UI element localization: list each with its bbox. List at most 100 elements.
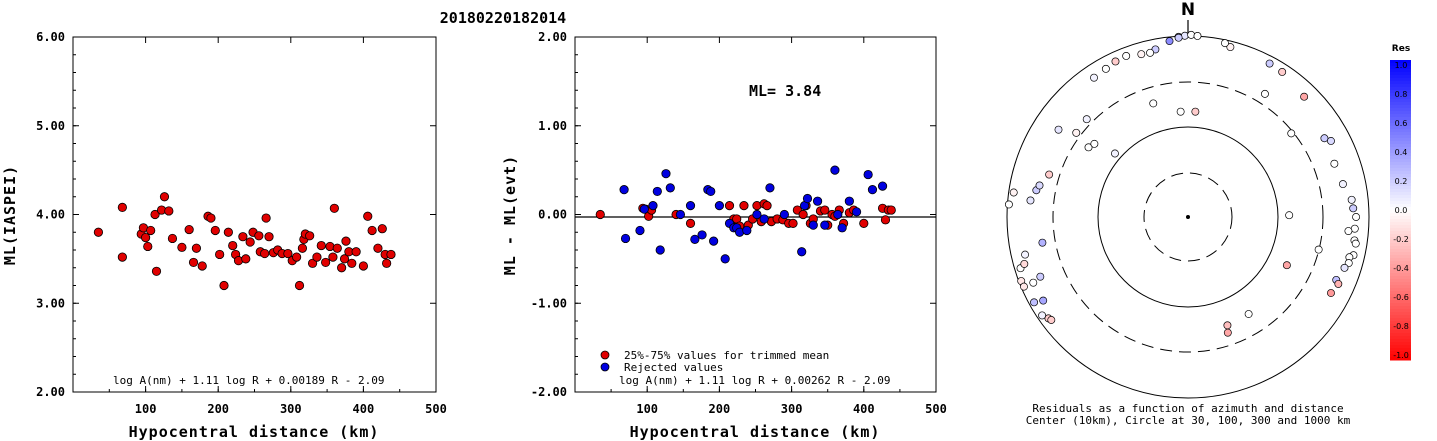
colorbar-cell xyxy=(1390,294,1411,298)
colorbar-cell xyxy=(1390,165,1411,169)
station-residual-point xyxy=(1090,139,1099,148)
colorbar-cell xyxy=(1390,201,1411,205)
mid-data-point xyxy=(798,209,808,220)
colorbar-cell xyxy=(1390,81,1411,85)
left-data-point xyxy=(241,254,251,264)
left-xtick-label: 200 xyxy=(207,402,229,416)
polar-caption-line2: Center (10km), Circle at 30, 100, 300 an… xyxy=(1026,414,1351,427)
station-residual-point xyxy=(1320,134,1329,143)
colorbar-cell xyxy=(1390,141,1411,145)
mid-data-points xyxy=(595,165,896,264)
colorbar-cell xyxy=(1390,321,1411,325)
colorbar-cell xyxy=(1390,357,1411,361)
mid-data-point xyxy=(844,196,854,206)
left-plot-frame xyxy=(72,36,437,393)
polar-caption-line1: Residuals as a function of azimuth and d… xyxy=(1032,402,1343,415)
station-residual-point xyxy=(1338,180,1347,189)
colorbar-cell xyxy=(1390,255,1411,259)
left-data-point xyxy=(377,224,387,234)
left-data-point xyxy=(297,243,308,253)
station-residual-point xyxy=(1340,263,1349,272)
colorbar-cell xyxy=(1390,258,1411,262)
colorbar-cell xyxy=(1390,153,1411,157)
mid-data-point xyxy=(714,201,725,211)
colorbar-cell xyxy=(1390,267,1411,271)
mid-data-point xyxy=(724,201,735,211)
mid-data-point xyxy=(675,209,686,220)
colorbar-cell xyxy=(1390,186,1411,190)
station-residual-point xyxy=(1122,52,1131,60)
mid-data-point xyxy=(652,186,662,197)
station-residual-point xyxy=(1287,129,1296,138)
ring-100km xyxy=(1097,126,1279,308)
station-residual-point xyxy=(1047,316,1056,324)
colorbar-cell xyxy=(1390,312,1411,316)
mid-data-point xyxy=(863,169,873,180)
colorbar-tick-label: 0.8 xyxy=(1395,90,1408,99)
mid-ytick-label: 1.00 xyxy=(538,119,567,133)
station-residual-point xyxy=(1349,204,1358,213)
colorbar-cell xyxy=(1390,168,1411,172)
colorbar-cell xyxy=(1390,129,1411,133)
colorbar-cell xyxy=(1390,105,1411,109)
station-residual-point xyxy=(1223,321,1232,330)
station-residual-point xyxy=(1176,107,1185,116)
colorbar-cell xyxy=(1390,60,1411,64)
mid-data-point xyxy=(833,209,843,220)
colorbar-cell xyxy=(1390,102,1411,106)
station-residual-point xyxy=(1038,238,1047,247)
colorbar-tick-label: 0.4 xyxy=(1395,148,1408,157)
left-ytick-label: 6.00 xyxy=(36,30,65,44)
station-residual-point xyxy=(1344,227,1353,235)
left-data-point xyxy=(337,263,347,273)
colorbar-cell xyxy=(1390,93,1411,97)
left-ytick-label: 3.00 xyxy=(36,296,65,310)
mid-data-point xyxy=(697,230,707,240)
colorbar-cell xyxy=(1390,111,1411,115)
colorbar-cell xyxy=(1390,171,1411,175)
colorbar-cell xyxy=(1390,135,1411,139)
station-residual-point xyxy=(1020,282,1028,291)
station-residual-point xyxy=(1084,143,1093,152)
mid-ytick-label: 0.00 xyxy=(538,208,567,222)
mid-data-point xyxy=(762,201,772,211)
mid-ytick-label: 2.00 xyxy=(538,30,567,44)
left-data-point xyxy=(312,252,322,262)
colorbar-tick-label: -0.4 xyxy=(1393,264,1409,273)
left-data-point xyxy=(332,243,342,253)
left-data-point xyxy=(351,247,361,257)
station-residual-point xyxy=(1039,296,1048,305)
left-data-point xyxy=(386,249,396,260)
station-residual-point xyxy=(1036,272,1045,281)
colorbar-cell xyxy=(1390,306,1411,310)
mid-data-point xyxy=(797,247,807,257)
colorbar-cell xyxy=(1390,243,1411,247)
colorbar-cell xyxy=(1390,63,1411,67)
station-residual-point xyxy=(1300,92,1309,101)
station-residual-point xyxy=(1035,181,1044,190)
left-data-point xyxy=(151,266,162,276)
colorbar-tick-label: 1.0 xyxy=(1395,61,1408,70)
colorbar-cell xyxy=(1390,69,1411,73)
station-residual-point xyxy=(1054,125,1063,134)
colorbar-cell xyxy=(1390,237,1411,241)
legend-blue-marker xyxy=(600,362,610,372)
station-residual-point xyxy=(1193,32,1202,40)
left-data-point xyxy=(167,233,178,244)
mid-formula-annotation: log A(nm) + 1.11 log R + 0.00262 R - 2.0… xyxy=(619,374,891,387)
colorbar-cell xyxy=(1390,336,1411,340)
left-data-point xyxy=(245,237,255,247)
station-residual-point xyxy=(1223,328,1232,337)
left-xtick-label: 500 xyxy=(425,402,447,416)
mid-data-point xyxy=(595,209,605,220)
station-residual-point xyxy=(1004,200,1013,209)
left-xtick-label: 100 xyxy=(135,402,157,416)
north-label: N xyxy=(1181,0,1195,20)
ring-300km xyxy=(1052,81,1324,353)
colorbar-cell xyxy=(1390,207,1411,211)
station-residual-point xyxy=(1090,73,1098,82)
colorbar-tick-label: 0.6 xyxy=(1395,119,1408,128)
left-data-point xyxy=(292,252,302,262)
left-data-point xyxy=(191,243,202,253)
colorbar-cell xyxy=(1390,315,1411,319)
